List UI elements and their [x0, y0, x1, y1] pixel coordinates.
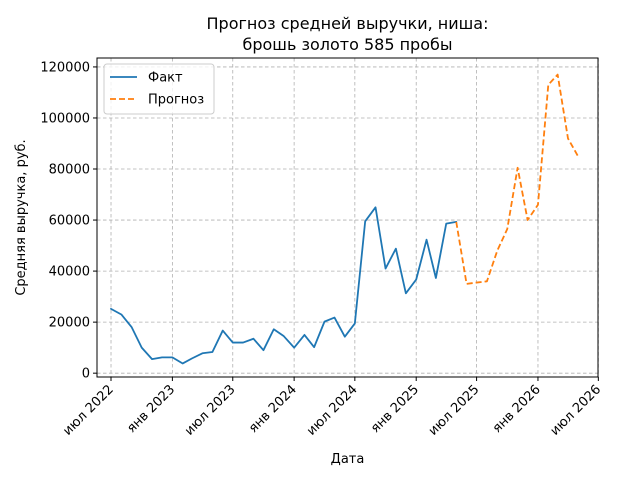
- legend-label-fact: Факт: [148, 71, 183, 86]
- legend-label-forecast: Прогноз: [148, 93, 204, 108]
- y-tick-label: 80000: [49, 163, 90, 178]
- chart-title-line-2: брошь золото 585 пробы: [242, 35, 452, 54]
- series-line-fact: [110, 206, 458, 365]
- legend: Факт Прогноз: [103, 63, 215, 115]
- y-tick-label: 60000: [49, 214, 90, 229]
- plot-frame: [96, 57, 599, 378]
- series-lines: [110, 73, 579, 365]
- chart-title-line-1: Прогноз средней выручки, ниша:: [207, 14, 489, 33]
- y-tick-label: 20000: [49, 316, 90, 331]
- y-axis-label: Средняя выручка, руб.: [14, 139, 29, 295]
- y-tick-label: 120000: [40, 60, 90, 75]
- y-tick-label: 0: [82, 367, 90, 382]
- y-tick-label: 100000: [40, 111, 90, 126]
- x-axis-label: Дата: [331, 452, 365, 467]
- y-tick-label: 40000: [49, 265, 90, 280]
- series-line-forecast: [455, 73, 579, 285]
